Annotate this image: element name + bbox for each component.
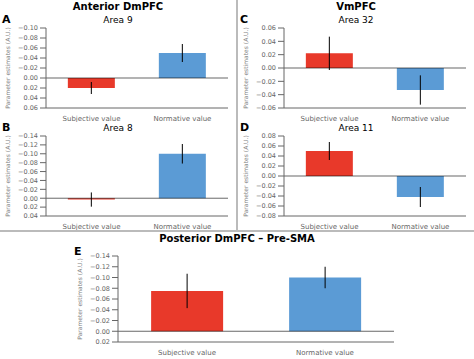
html-text:A: A — [2, 13, 11, 26]
svg-text:−0.02: −0.02 — [18, 186, 38, 194]
svg-text:−0.08: −0.08 — [90, 285, 110, 293]
svg-text:0.06: 0.06 — [262, 24, 276, 32]
svg-text:0.06: 0.06 — [262, 142, 276, 150]
svg-text:0.00: 0.00 — [24, 195, 38, 203]
svg-text:−0.04: −0.04 — [256, 91, 276, 99]
svg-text:−0.04: −0.04 — [256, 192, 276, 200]
svg-text:Parameter estimates (A.U.): Parameter estimates (A.U.) — [242, 27, 249, 108]
svg-text:Normative value: Normative value — [154, 223, 212, 230]
svg-text:Normative value: Normative value — [392, 115, 450, 122]
svg-text:0.04: 0.04 — [262, 38, 276, 46]
svg-text:Subjective value: Subjective value — [301, 223, 359, 230]
html-text:VmPFC: VmPFC — [336, 1, 376, 12]
svg-text:Subjective value: Subjective value — [301, 115, 359, 122]
svg-text:−0.06: −0.06 — [18, 44, 38, 52]
svg-text:0.04: 0.04 — [24, 212, 38, 220]
svg-text:−0.06: −0.06 — [90, 295, 110, 303]
html-text:E: E — [74, 245, 82, 258]
svg-text:Parameter estimates (A.U.): Parameter estimates (A.U.) — [8, 27, 11, 108]
svg-text:Subjective value: Subjective value — [63, 223, 121, 230]
svg-text:Subjective value: Subjective value — [158, 349, 216, 356]
svg-text:0.02: 0.02 — [24, 84, 38, 92]
svg-text:0.04: 0.04 — [24, 94, 38, 102]
svg-text:0.08: 0.08 — [262, 132, 276, 140]
svg-text:−0.04: −0.04 — [18, 54, 38, 62]
svg-text:−0.12: −0.12 — [90, 263, 110, 271]
svg-text:−0.04: −0.04 — [18, 177, 38, 185]
svg-text:−0.08: −0.08 — [256, 212, 276, 220]
svg-text:Normative value: Normative value — [392, 223, 450, 230]
svg-text:−0.10: −0.10 — [90, 274, 110, 282]
svg-text:−0.08: −0.08 — [18, 34, 38, 42]
svg-text:−0.02: −0.02 — [256, 78, 276, 86]
svg-text:−0.02: −0.02 — [256, 182, 276, 190]
svg-text:Subjective value: Subjective value — [63, 115, 121, 122]
svg-text:−0.10: −0.10 — [18, 24, 38, 32]
svg-text:−0.12: −0.12 — [18, 141, 38, 149]
html-text:C: C — [240, 13, 249, 26]
html-text:Posterior DmPFC – Pre-SMA: Posterior DmPFC – Pre-SMA — [159, 233, 315, 244]
svg-text:−0.04: −0.04 — [90, 306, 110, 314]
svg-text:−0.14: −0.14 — [90, 252, 110, 260]
svg-text:0.02: 0.02 — [96, 338, 110, 346]
svg-text:−0.02: −0.02 — [90, 317, 110, 325]
svg-text:Parameter estimates (A.U.): Parameter estimates (A.U.) — [76, 258, 83, 339]
svg-text:−0.08: −0.08 — [18, 159, 38, 167]
svg-text:0.00: 0.00 — [24, 74, 38, 82]
svg-text:0.00: 0.00 — [96, 328, 110, 336]
svg-text:Parameter estimates (A.U.): Parameter estimates (A.U.) — [242, 135, 249, 216]
svg-text:0.02: 0.02 — [24, 203, 38, 211]
svg-text:−0.06: −0.06 — [256, 202, 276, 210]
html-text:D: D — [240, 121, 250, 134]
svg-text:Parameter estimates (A.U.): Parameter estimates (A.U.) — [8, 135, 11, 216]
html-text:Anterior DmPFC: Anterior DmPFC — [72, 1, 164, 12]
html-text:B: B — [2, 121, 11, 134]
svg-text:Normative value: Normative value — [154, 115, 212, 122]
svg-text:0.02: 0.02 — [262, 162, 276, 170]
svg-text:0.06: 0.06 — [24, 104, 38, 112]
svg-text:Normative value: Normative value — [296, 349, 354, 356]
html-text:Area 8: Area 8 — [103, 123, 133, 133]
svg-text:−0.14: −0.14 — [18, 132, 38, 140]
html-text:Area 32: Area 32 — [338, 15, 374, 25]
svg-text:−0.06: −0.06 — [18, 168, 38, 176]
svg-text:0.00: 0.00 — [262, 64, 276, 72]
svg-text:−0.10: −0.10 — [18, 150, 38, 158]
svg-text:−0.06: −0.06 — [256, 104, 276, 112]
svg-text:0.04: 0.04 — [262, 152, 276, 160]
svg-text:0.00: 0.00 — [262, 172, 276, 180]
html-text:Area 9: Area 9 — [103, 15, 133, 25]
svg-text:−0.02: −0.02 — [18, 64, 38, 72]
svg-text:0.02: 0.02 — [262, 51, 276, 59]
html-text:Area 11: Area 11 — [338, 123, 374, 133]
